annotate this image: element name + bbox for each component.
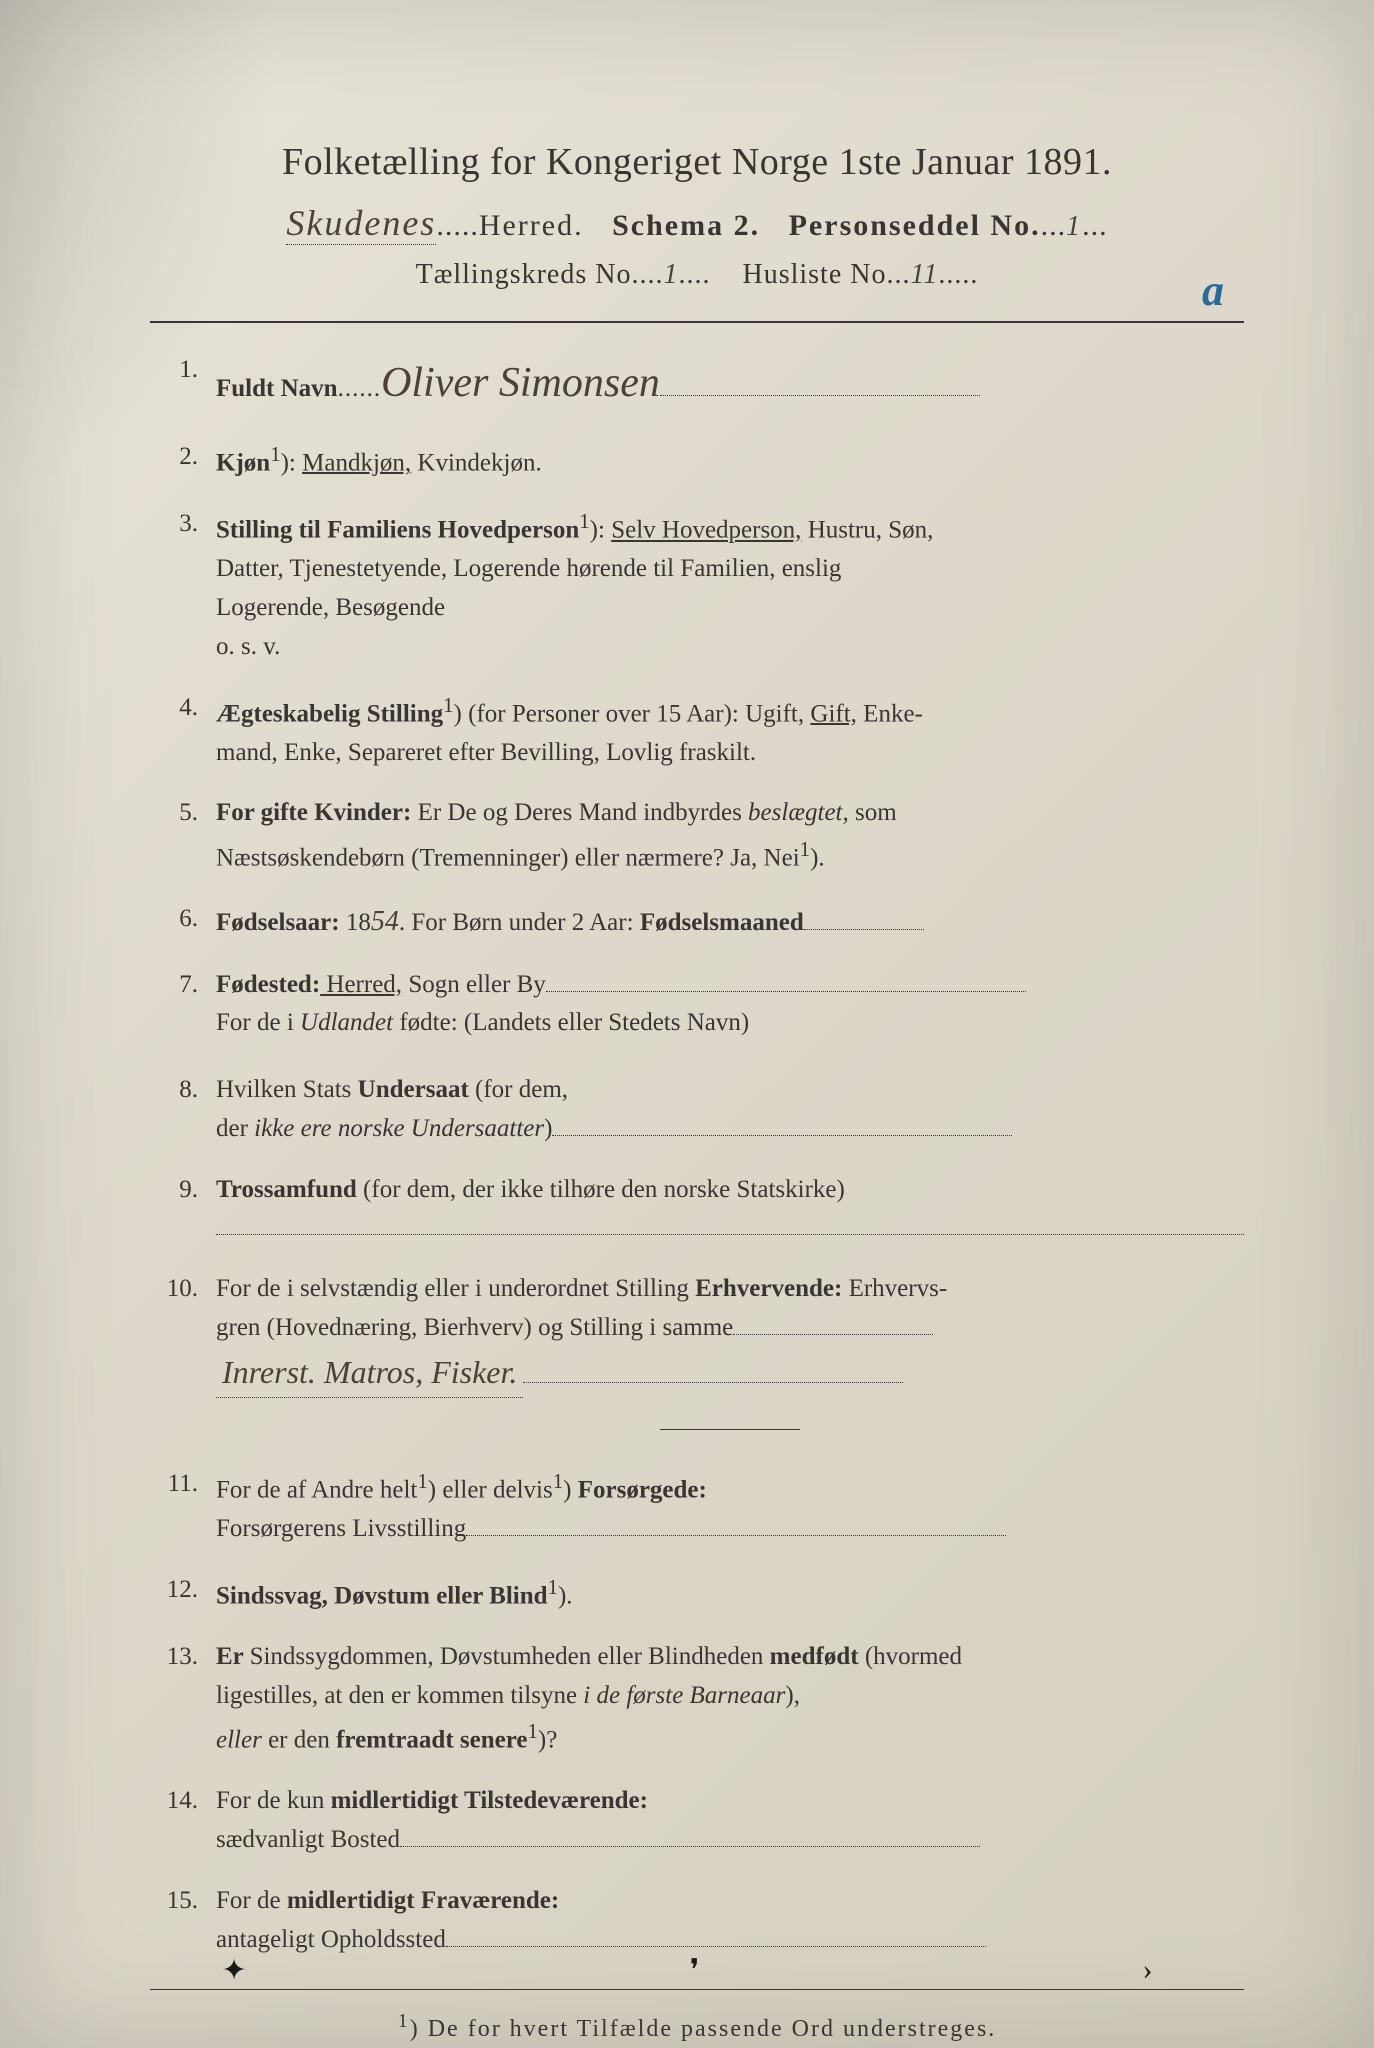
item-12: 12. Sindssvag, Døvstum eller Blind1). <box>160 1571 1244 1616</box>
mark-icon: ❜ <box>690 1953 700 1988</box>
underline-decoration <box>660 1429 800 1430</box>
form-title: Folketælling for Kongeriget Norge 1ste J… <box>150 140 1244 184</box>
full-name-handwritten: Oliver Simonsen <box>381 351 660 416</box>
item-2: 2. Kjøn1): Mandkjøn, Kvindekjøn. <box>160 438 1244 483</box>
item-9: 9. Trossamfund (for dem, der ikke tilhør… <box>160 1171 1244 1249</box>
item-6: 6. Fødselsaar: 1854. For Børn under 2 Aa… <box>160 900 1244 943</box>
item-7: 7. Fødested: Herred, Sogn eller By For d… <box>160 966 1244 1044</box>
page-marks: ✦ ❜ › <box>0 1953 1374 1988</box>
marital-selected: Gift, <box>810 700 857 727</box>
form-items: 1. Fuldt Navn......Oliver Simonsen 2. Kj… <box>150 351 1244 1959</box>
item-14: 14. For de kun midlertidigt Tilstedevære… <box>160 1782 1244 1860</box>
item-10: 10. For de i selvstændig eller i underor… <box>160 1270 1244 1443</box>
mark-icon: › <box>1142 1953 1152 1988</box>
item-15: 15. For de midlertidigt Fraværende: anta… <box>160 1882 1244 1960</box>
item-13: 13. Er Sindssygdommen, Døvstumheden elle… <box>160 1638 1244 1761</box>
annotation-a: a <box>1202 265 1224 316</box>
occupation-handwritten: Inrerst. Matros, Fisker. <box>216 1348 523 1399</box>
sex-selected: Mandkjøn, <box>302 449 411 476</box>
mark-icon: ✦ <box>222 1953 247 1988</box>
footnote-rule <box>150 1989 1244 1990</box>
item-8: 8. Hvilken Stats Undersaat (for dem, der… <box>160 1071 1244 1149</box>
kreds-no: 1 <box>663 259 678 291</box>
item-3: 3. Stilling til Familiens Hovedperson1):… <box>160 505 1244 666</box>
item-5: 5. For gifte Kvinder: Er De og Deres Man… <box>160 794 1244 878</box>
herred-handwritten: Skudenes <box>286 202 436 245</box>
herred-line: Skudenes.....Herred. Schema 2. Personsed… <box>150 202 1244 245</box>
relation-selected: Selv Hovedperson, <box>611 517 801 544</box>
birthplace-selected: Herred, <box>320 971 402 998</box>
kreds-line: Tællingskreds No....1.... Husliste No...… <box>150 259 1244 291</box>
personseddel-no: 1 <box>1066 211 1082 243</box>
header-rule <box>150 321 1244 323</box>
footnote: 1) De for hvert Tilfælde passende Ord un… <box>150 2010 1244 2043</box>
birth-year-handwritten: 54 <box>371 900 399 943</box>
census-form-page: Folketælling for Kongeriget Norge 1ste J… <box>0 0 1374 2048</box>
husliste-no: 11 <box>910 259 938 291</box>
item-11: 11. For de af Andre helt1) eller delvis1… <box>160 1465 1244 1549</box>
item-4: 4. Ægteskabelig Stilling1) (for Personer… <box>160 689 1244 773</box>
form-header: Folketælling for Kongeriget Norge 1ste J… <box>150 140 1244 291</box>
item-1: 1. Fuldt Navn......Oliver Simonsen <box>160 351 1244 416</box>
